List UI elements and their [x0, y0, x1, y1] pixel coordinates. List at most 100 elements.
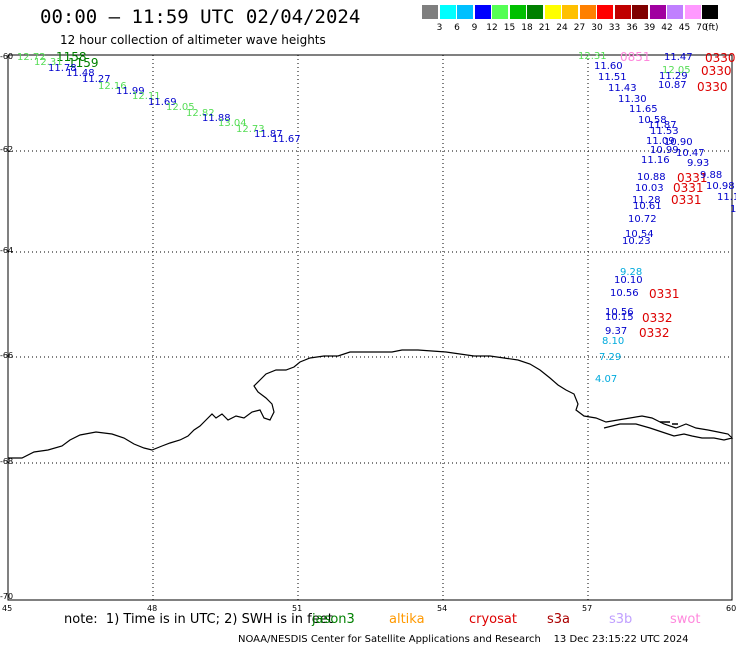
legend-swatch [632, 5, 648, 19]
lat-label: -70 [0, 592, 14, 601]
wave-height-label: 9.93 [687, 158, 710, 169]
legend-tick-label: 12 [486, 23, 498, 33]
legend-tick-label: 15 [503, 23, 516, 33]
wave-height-label: 8.10 [602, 336, 625, 347]
legend-tick-label: 33 [608, 23, 621, 33]
wave-height-label: 12.31 [578, 51, 607, 62]
legend-tick-label: 39 [643, 23, 656, 33]
legend-swatch [544, 5, 561, 19]
legend-swatch [684, 5, 701, 19]
legend-swatch [562, 5, 578, 19]
wave-height-label: 11.28 [632, 195, 661, 206]
legend-tick-label: 18 [521, 23, 533, 33]
lon-label: 51 [292, 604, 303, 613]
satellite-s3a: s3a [547, 612, 571, 627]
legend-tick-label: 21 [538, 23, 551, 33]
map-frame [7, 54, 733, 601]
lat-label: -68 [0, 457, 14, 466]
wave-height-label: 10.61 [633, 201, 662, 212]
legend-tick-label: 36 [626, 23, 638, 33]
legend-tick-label: 27 [573, 23, 586, 33]
lon-label: 48 [147, 604, 158, 613]
legend-swatch [474, 5, 491, 19]
lat-label: -62 [0, 145, 14, 154]
wave-height-label: 10.15 [605, 312, 634, 323]
wave-height-label: 12.31 [34, 57, 63, 68]
wave-height-label: 0330 [705, 51, 736, 65]
wave-height-label: 1159 [68, 56, 99, 70]
wave-height-label: 9.88 [700, 170, 723, 181]
wave-height-label: 9.37 [605, 326, 628, 337]
wave-height-label: 11.69 [148, 97, 177, 108]
wave-height-label: 10.23 [622, 236, 651, 247]
legend-tick-label: 45 [678, 23, 691, 33]
wave-height-label: 10.56 [610, 288, 639, 299]
wave-height-label: 11.30 [618, 94, 647, 105]
legend-swatch [422, 5, 438, 19]
wave-height-label: 11.16 [641, 155, 670, 166]
satellite-altika: altika [389, 612, 425, 627]
footnote: note: 1) Time is in UTC; 2) SWH is in fe… [64, 612, 333, 627]
legend-swatch [614, 5, 631, 19]
wave-height-label: 12.72 [17, 52, 46, 63]
lat-label: -66 [0, 351, 14, 360]
wave-height-label: 7.29 [599, 352, 622, 363]
legend-swatch [702, 5, 718, 19]
coastline [8, 349, 734, 459]
wave-height-label: 13.04 [218, 118, 247, 129]
wave-height-label: 12.11 [132, 91, 161, 102]
wave-height-label: 11.51 [598, 72, 627, 83]
wave-height-label: 10.47 [676, 148, 705, 159]
wave-height-label: 11.99 [116, 86, 145, 97]
satellite-swot: swot [670, 612, 701, 627]
wave-height-label: 10.90 [664, 137, 693, 148]
wave-height-label: 11.88 [202, 113, 231, 124]
wave-height-label: 1158 [56, 50, 87, 64]
wave-height-label: 10.88 [637, 172, 666, 183]
legend-tick-label: 6 [454, 23, 460, 33]
wave-height-label: 11.09 [646, 136, 675, 147]
legend-swatch [667, 5, 683, 19]
wave-height-label: 0331 [677, 171, 708, 185]
credit-line: NOAA/NESDIS Center for Satellite Applica… [238, 634, 689, 645]
lat-label: -64 [0, 246, 14, 255]
wave-height-label: 12.73 [236, 124, 265, 135]
legend-unit: (ft) [705, 23, 719, 33]
lat-label: -60 [0, 52, 14, 61]
wave-height-label: 0330 [697, 80, 728, 94]
wave-height-label: 11.67 [272, 134, 301, 145]
wave-height-label: 11.47 [664, 52, 693, 63]
lon-label: 57 [582, 604, 593, 613]
wave-height-label: 11.27 [82, 74, 111, 85]
lon-label: 45 [2, 604, 13, 613]
wave-height-label: 10.87 [658, 80, 687, 91]
legend-swatch [649, 5, 666, 19]
wave-height-label: 10.58 [638, 115, 667, 126]
wave-height-label: 11.60 [594, 61, 623, 72]
satellite-s3b: s3b [609, 612, 633, 627]
wave-height-label: 10.99 [650, 145, 679, 156]
legend-tick-label: 70 [696, 23, 708, 33]
graticule [8, 55, 732, 600]
legend-swatch [597, 5, 613, 19]
wave-height-label: 9.28 [620, 267, 643, 278]
wave-height-label: 10.54 [625, 229, 654, 240]
lon-label: 54 [437, 604, 448, 613]
satellite-jason3: jason3 [312, 612, 355, 627]
wave-height-label: 11.87 [254, 129, 283, 140]
wave-height-label: 12.05 [662, 65, 691, 76]
wave-height-label: 4.07 [595, 374, 618, 385]
legend-tick-label: 42 [661, 23, 673, 33]
coastline-islands [660, 421, 678, 425]
wave-height-label: 0332 [642, 311, 673, 325]
legend-swatch [527, 5, 543, 19]
legend-tick-label: 3 [436, 23, 443, 33]
legend-swatch [457, 5, 473, 19]
wave-height-label: 11.65 [629, 104, 658, 115]
page-title: 00:00 – 11:59 UTC 02/04/2024 [40, 6, 361, 28]
wave-height-label: 11.48 [66, 68, 95, 79]
wave-height-label: 0330 [701, 64, 732, 78]
wave-height-label: 0331 [649, 287, 680, 301]
legend-swatch [492, 5, 508, 19]
